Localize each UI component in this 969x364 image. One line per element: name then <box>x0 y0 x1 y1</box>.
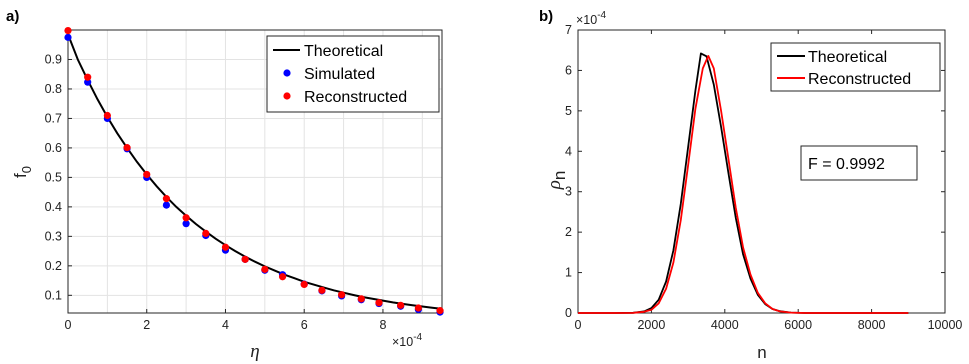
panel-a-ytick-label: 0.2 <box>45 259 62 273</box>
panel-a-xtick-label: 6 <box>301 318 308 332</box>
panel-b-ytick-label: 1 <box>565 266 572 280</box>
panel-b-series <box>578 52 909 314</box>
panel-b-legend: Theoretical Reconstructed <box>770 42 941 92</box>
panel-b-xtick-label: 0 <box>575 318 582 332</box>
panel-a-ylabel: f0 <box>11 166 34 178</box>
panel-b-xtick-label: 2000 <box>637 318 665 332</box>
panel-a-reconstructed-point <box>84 73 92 81</box>
panel-b-ytick-label: 5 <box>565 104 572 118</box>
panel-b-xlabel: n <box>757 343 766 362</box>
panel-b-ytick-label: 7 <box>565 23 572 37</box>
panel-b-ylabel-text: ρn <box>544 171 569 191</box>
panel-b-plot-frame <box>577 29 946 314</box>
panel-b-annotation-box <box>800 145 918 181</box>
panel-a-plot-frame <box>67 29 443 314</box>
panel-a-series <box>64 26 444 316</box>
panel-a-reconstructed-point <box>64 26 72 35</box>
panel-a-ytick-label: 0.7 <box>45 111 62 125</box>
panel-a-ytick-label: 0.5 <box>45 170 62 184</box>
panel-a-legend-reconstructed: Reconstructed <box>304 89 407 106</box>
panel-a-xtick-label: 2 <box>143 318 150 332</box>
panel-b-xtick-label: 10000 <box>928 318 963 332</box>
panel-b-legend-reconstructed: Reconstructed <box>808 71 911 88</box>
panel-a-simulated-point <box>64 33 72 41</box>
panel-b-reconstructed-line <box>578 55 909 314</box>
panel-a-x-multiplier-base: ×10 <box>392 335 413 349</box>
panel-a-xlabel: η <box>250 341 259 362</box>
panel-b-ticks: 0 2000 4000 6000 8000 10000 0 1 2 3 4 5 6 7 <box>565 23 962 332</box>
panel-b-annotation-text: F = 0.9992 <box>808 156 885 173</box>
panel-a-reconstructed-point <box>221 243 230 251</box>
panel-b-ylabel-sub: n <box>550 171 569 180</box>
panel-a-reconstructed-point <box>338 291 346 299</box>
panel-b-xtick-label: 4000 <box>711 318 739 332</box>
panel-b-y-multiplier: ×10-4 <box>576 10 607 27</box>
panel-a-ytick-label: 0.8 <box>45 82 62 96</box>
panel-a-reconstructed-point <box>123 144 131 152</box>
panel-a-ylabel-main: f <box>11 173 30 178</box>
panel-b-ylabel: ρn <box>544 171 569 191</box>
panel-a-legend-simulated-swatch <box>283 69 291 77</box>
panel-a-xtick-label: 0 <box>65 318 72 332</box>
panel-a-reconstructed-point <box>357 295 365 303</box>
panel-a-ytick-label: 0.9 <box>45 52 62 66</box>
panel-a-legend-theoretical: Theoretical <box>304 43 383 60</box>
panel-b-xtick-label: 8000 <box>858 318 886 332</box>
panel-a-reconstructed-point <box>300 280 308 289</box>
panel-a-xtick-label: 4 <box>222 318 229 332</box>
panel-a-reconstructed-point <box>182 214 190 222</box>
panel-b-legend-theoretical: Theoretical <box>808 49 887 66</box>
panel-b-theoretical-line <box>578 52 909 314</box>
panel-a-reconstructed-point <box>375 299 383 307</box>
panel-b-ytick-label: 6 <box>565 63 572 77</box>
panel-b-y-multiplier-base: ×10 <box>576 13 597 27</box>
panel-a-ytick-label: 0.1 <box>45 288 62 302</box>
panel-a-reconstructed-point <box>414 304 422 312</box>
panel-a-reconstructed-point <box>436 307 444 315</box>
panel-a-reconstructed-point <box>103 111 111 120</box>
panel-a-xtick-label: 8 <box>379 318 386 332</box>
panel-a-reconstructed-point <box>143 170 151 179</box>
panel-a-label: a) <box>6 8 19 25</box>
panel-a-reconstructed-point <box>397 301 405 309</box>
panel-a-legend-reconstructed-swatch <box>283 92 291 100</box>
panel-a-legend-simulated: Simulated <box>304 66 375 83</box>
panel-a-x-multiplier-exp: -4 <box>413 332 422 343</box>
panel-a-ylabel-sub: 0 <box>19 166 34 173</box>
panel-a-reconstructed-point <box>241 255 249 263</box>
panel-a-simulated-point <box>84 78 92 86</box>
panel-a-simulated-point <box>182 220 190 228</box>
panel-b-fidelity-annotation: F = 0.9992 <box>800 145 918 181</box>
panel-a-ytick-label: 0.4 <box>45 200 62 214</box>
panel-a-ytick-label: 0.6 <box>45 141 62 155</box>
panel-a-reconstructed-point <box>261 265 269 273</box>
panel-a-simulated-point <box>162 201 171 209</box>
panel-a-legend-box <box>266 35 440 113</box>
panel-a-reconstructed-point <box>162 195 171 203</box>
panel-a-ylabel-text: f0 <box>11 166 34 178</box>
panel-a: a) 0 2 4 6 8 0.1 0.2 0.3 0.4 0.5 0.6 0.7 0.8 0.9 η ×1… <box>6 8 444 362</box>
panel-b-label: b) <box>539 8 553 25</box>
panel-a-x-multiplier: ×10-4 <box>392 332 423 349</box>
panel-b-ytick-label: 0 <box>565 306 572 320</box>
panel-b-y-multiplier-exp: -4 <box>597 10 606 21</box>
panel-a-reconstructed-point <box>278 273 287 281</box>
panel-a-ytick-label: 0.3 <box>45 229 62 243</box>
panel-b-xtick-label: 6000 <box>784 318 812 332</box>
panel-a-ticks: 0 2 4 6 8 0.1 0.2 0.3 0.4 0.5 0.6 0.7 0.8 0.9 <box>45 52 387 332</box>
panel-a-reconstructed-point <box>202 229 210 238</box>
panel-b-legend-box <box>770 42 941 92</box>
panel-a-reconstructed-point <box>318 286 326 294</box>
panel-b-ylabel-main: ρ <box>544 180 565 190</box>
panel-b-ytick-label: 3 <box>565 185 572 199</box>
panel-b-ytick-label: 4 <box>565 144 572 158</box>
panel-b-ytick-label: 2 <box>565 225 572 239</box>
panel-b: b) 0 2000 4000 6000 8000 10000 0 1 2 3 4 5 6 7 n ×10-… <box>539 8 962 362</box>
panel-a-legend: Theoretical Simulated Reconstructed <box>266 35 440 113</box>
